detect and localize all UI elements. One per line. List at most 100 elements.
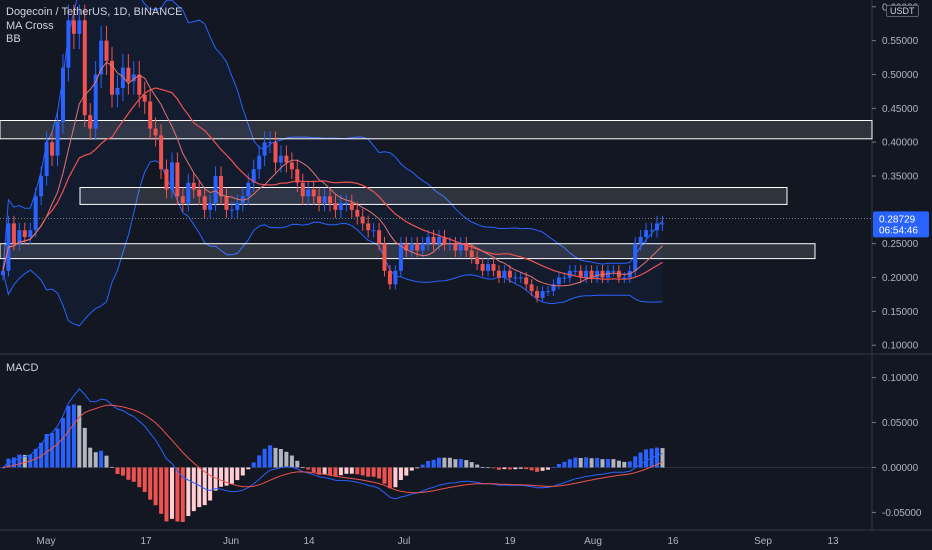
macd-histogram-bar: [371, 467, 376, 477]
macd-histogram-bar: [186, 467, 191, 516]
candle-body: [491, 264, 496, 271]
candle-body: [28, 230, 33, 237]
macd-histogram-bar: [382, 467, 387, 484]
macd-histogram-bar: [240, 467, 245, 476]
macd-histogram-bar: [115, 467, 120, 474]
candle-body: [562, 277, 567, 279]
candle-body: [71, 20, 76, 34]
candle-body: [39, 176, 44, 197]
macd-histogram-bar: [273, 447, 278, 468]
macd-axis-label: 0.00000: [882, 463, 919, 474]
macd-histogram-bar: [39, 442, 44, 468]
candle-body: [333, 203, 338, 210]
macd-histogram-bar: [333, 467, 338, 477]
candle-body: [540, 291, 545, 298]
bb-legend[interactable]: BB: [6, 33, 21, 45]
candle-body: [126, 67, 131, 82]
candle-body: [431, 236, 436, 244]
candle-body: [82, 20, 87, 116]
candle-body: [131, 74, 136, 82]
candle-body: [278, 155, 283, 163]
macd-histogram-bar: [573, 457, 578, 468]
ma-cross-legend[interactable]: MA Cross: [6, 20, 54, 32]
candle-body: [202, 196, 207, 210]
candle-body: [377, 230, 382, 244]
macd-histogram-bar: [88, 447, 93, 468]
candle-body: [360, 216, 365, 224]
macd-histogram-bar: [502, 467, 507, 470]
macd-histogram-bar: [633, 456, 638, 468]
candle-body: [458, 243, 463, 251]
candle-body: [589, 270, 594, 278]
currency-badge[interactable]: USDT: [886, 5, 919, 17]
candle-body: [426, 236, 431, 244]
macd-histogram-bar: [120, 467, 125, 476]
macd-legend[interactable]: MACD: [6, 362, 39, 374]
candle-body: [524, 277, 529, 285]
time-axis-label: Jun: [223, 536, 239, 547]
candle-body: [93, 74, 98, 129]
macd-histogram-bar: [328, 467, 332, 476]
macd-histogram-bar: [208, 467, 213, 501]
macd-histogram-bar: [126, 467, 131, 480]
candle-body: [338, 203, 343, 210]
macd-histogram-bar: [311, 467, 316, 473]
candle-body: [22, 230, 27, 237]
macd-histogram-bar: [660, 448, 665, 468]
candle-body: [475, 257, 480, 264]
candle-body: [115, 88, 120, 95]
macd-axis-label: -0.05000: [882, 508, 922, 519]
macd-histogram: [1, 404, 665, 522]
macd-histogram-bar: [44, 434, 49, 468]
macd-histogram-bar: [469, 462, 474, 468]
candle-body: [219, 176, 223, 197]
candle-body: [257, 155, 262, 170]
candle-body: [208, 203, 213, 210]
time-axis-label: 17: [140, 536, 152, 547]
candle-body: [382, 243, 387, 271]
candle-body: [655, 223, 659, 231]
macd-histogram-bar: [159, 467, 164, 514]
candle-body: [507, 270, 512, 278]
candle-body: [11, 223, 16, 244]
price-axis-label: 0.50000: [882, 70, 919, 81]
macd-histogram-bar: [99, 450, 104, 468]
macd-histogram-bar: [546, 467, 550, 470]
macd-histogram-bar: [475, 464, 480, 468]
macd-histogram-bar: [306, 467, 311, 470]
candle-body: [175, 162, 180, 197]
macd-histogram-bar: [235, 467, 240, 481]
candle-body: [50, 142, 55, 156]
macd-histogram-bar: [317, 467, 322, 475]
macd-histogram-bar: [33, 448, 38, 468]
symbol-title[interactable]: Dogecoin / TetherUS, 1D, BINANCE: [6, 6, 183, 18]
candle-body: [611, 270, 616, 272]
price-axis-label: 0.40000: [882, 138, 919, 149]
time-axis-label: 16: [667, 536, 679, 547]
candle-body: [1, 270, 5, 276]
candle-body: [44, 142, 49, 176]
resistance-zone-1: [0, 120, 873, 140]
macd-histogram-bar: [224, 467, 229, 486]
candle-body: [344, 203, 349, 205]
macd-histogram-bar: [437, 457, 441, 468]
resistance-zone-2: [79, 187, 788, 205]
macd-histogram-bar: [627, 461, 632, 468]
macd-histogram-bar: [409, 467, 414, 471]
macd-histogram-bar: [404, 467, 409, 476]
macd-histogram-bar: [180, 467, 185, 522]
macd-histogram-bar: [507, 467, 512, 470]
macd-histogram-bar: [513, 467, 518, 470]
price-axis-label: 0.35000: [882, 172, 919, 183]
macd-histogram-bar: [442, 457, 447, 468]
macd-histogram-bar: [17, 454, 22, 468]
macd-histogram-bar: [491, 467, 496, 469]
candle-body: [556, 277, 561, 285]
candle-body: [502, 270, 507, 278]
macd-histogram-bar: [426, 461, 431, 468]
bb-lower-line: [2, 160, 663, 327]
bb-fill: [3, 0, 663, 326]
candle-body: [153, 128, 158, 136]
candle-body: [224, 196, 229, 210]
